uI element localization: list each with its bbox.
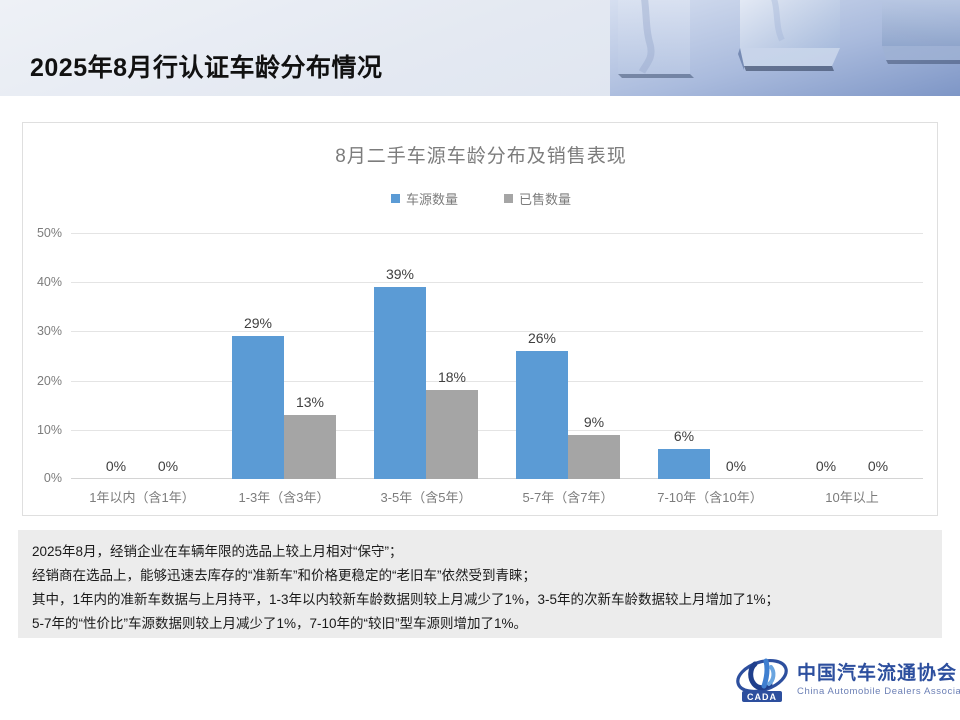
bar-pair: 0% 0% <box>800 233 904 479</box>
chart-legend: 车源数量 已售数量 <box>23 189 939 208</box>
bar[interactable] <box>568 434 620 479</box>
bar[interactable] <box>426 390 478 479</box>
chart-title: 8月二手车源车龄分布及销售表现 <box>335 146 627 167</box>
bar-slot: 18% <box>426 233 478 479</box>
cada-emblem-icon: CADA <box>735 655 789 705</box>
bar-group: 29% 13% <box>213 233 355 479</box>
bar-group: 6% 0% <box>639 233 781 479</box>
logo-name-en: China Automobile Dealers Association <box>797 685 960 697</box>
plot-area: 50% 40% 30% 20% 10% 0% 0% 0% 29% 13% 39% 18% 2… <box>37 226 923 485</box>
bar-slot: 6% <box>658 233 710 479</box>
bar[interactable] <box>232 336 284 479</box>
bar-slot: 9% <box>568 233 620 479</box>
bar[interactable] <box>374 287 426 479</box>
legend-label: 车源数量 <box>405 192 458 207</box>
bar-slot: 13% <box>284 233 336 479</box>
bar-value-label: 6% <box>673 428 695 445</box>
bar-groups: 0% 0% 29% 13% 39% 18% 26% 9% 6% 0% 0% 0% <box>71 233 923 479</box>
bar-value-label: 0% <box>105 458 127 474</box>
legend-swatch-icon <box>504 194 513 203</box>
header-banner: 2025年8月行认证车龄分布情况 <box>0 0 960 96</box>
chart-panel: 8月二手车源车龄分布及销售表现 车源数量 已售数量 50% 40% 30% 20… <box>22 122 938 516</box>
bar-slot: 0% <box>852 233 904 479</box>
bar-value-label: 26% <box>527 330 557 347</box>
bar-slot: 39% <box>374 233 426 479</box>
bar-slot: 26% <box>516 233 568 479</box>
y-axis-tick-label: 20% <box>36 373 62 388</box>
bar-pair: 29% 13% <box>232 233 336 479</box>
svg-text:CADA: CADA <box>747 692 777 702</box>
y-axis-tick-label: 10% <box>36 422 62 437</box>
bar-value-label: 29% <box>243 315 273 332</box>
notes-panel: 2025年8月，经销企业在车辆年限的选品上较上月相对“保守”； 经销商在选品上，… <box>18 530 942 638</box>
logo-name-cn: 中国汽车流通协会 <box>797 662 958 684</box>
bar-value-label: 0% <box>157 458 179 474</box>
note-line: 5-7年的“性价比”车源数据则较上月减少了1%，7-10年的“较旧”型车源则增加… <box>32 616 528 631</box>
bar-pair: 39% 18% <box>374 233 478 479</box>
bar-slot: 0% <box>800 233 852 479</box>
bar-value-label: 39% <box>385 266 415 283</box>
legend-item-series-1[interactable]: 车源数量 <box>390 189 458 208</box>
bar-pair: 0% 0% <box>90 233 194 479</box>
x-axis-tick-label: 1-3年（含3年） <box>238 490 330 505</box>
bar-slot: 0% <box>142 233 194 479</box>
bar-group: 39% 18% <box>355 233 497 479</box>
bar-value-label: 18% <box>437 369 467 386</box>
y-axis-tick-label: 40% <box>36 275 62 290</box>
bar-value-label: 0% <box>815 458 837 474</box>
gridline: 10% <box>37 423 923 437</box>
x-axis-tick-label: 5-7年（含7年） <box>522 490 614 505</box>
bar-group: 26% 9% <box>497 233 639 479</box>
bar-value-label: 13% <box>295 394 325 411</box>
gridline: 50% <box>37 226 923 240</box>
cubes-decoration-image <box>610 0 960 96</box>
note-line: 其中，1年内的准新车数据与上月持平，1-3年以内较新车龄数据则较上月减少了1%，… <box>32 592 780 607</box>
gridline: 20% <box>37 374 923 388</box>
bar-group: 0% 0% <box>71 233 213 479</box>
legend-swatch-icon <box>390 194 400 203</box>
bar-slot: 0% <box>710 233 762 479</box>
x-axis-labels: 1年以内（含1年） 1-3年（含3年） 3-5年（含5年） 5-7年（含7年） 7-10… <box>71 487 923 506</box>
page-title: 2025年8月行认证车龄分布情况 <box>30 54 383 82</box>
x-axis-line <box>71 478 923 479</box>
bar[interactable] <box>284 415 336 479</box>
x-axis-tick-label: 3-5年（含5年） <box>380 490 472 505</box>
gridline: 30% <box>37 324 923 338</box>
bar-value-label: 0% <box>867 458 889 474</box>
x-axis-tick-label: 7-10年（含10年） <box>657 490 763 505</box>
y-axis-tick-label: 30% <box>36 324 62 339</box>
bar-slot: 0% <box>90 233 142 479</box>
bar-slot: 29% <box>232 233 284 479</box>
x-axis-tick-label: 1年以内（含1年） <box>89 490 195 505</box>
note-line: 经销商在选品上，能够迅速去库存的“准新车”和价格更稳定的“老旧车”依然受到青睐； <box>32 568 536 583</box>
header-divider <box>0 96 960 97</box>
bar[interactable] <box>658 449 710 479</box>
legend-item-series-2[interactable]: 已售数量 <box>504 189 571 208</box>
y-axis-tick-label: 0% <box>43 471 62 485</box>
cada-logo: CADA 中国汽车流通协会 China Automobile Dealers A… <box>735 652 960 708</box>
bar[interactable] <box>516 351 568 479</box>
legend-label: 已售数量 <box>519 192 572 207</box>
bar-group: 0% 0% <box>781 233 923 479</box>
bar-pair: 26% 9% <box>516 233 620 479</box>
bar-value-label: 0% <box>725 458 747 474</box>
y-axis-tick-label: 50% <box>36 226 62 240</box>
bar-pair: 6% 0% <box>658 233 762 479</box>
gridline: 40% <box>37 275 923 289</box>
bar-value-label: 9% <box>583 413 605 430</box>
x-axis-tick-label: 10年以上 <box>825 490 879 505</box>
note-line: 2025年8月，经销企业在车辆年限的选品上较上月相对“保守”； <box>32 544 403 559</box>
